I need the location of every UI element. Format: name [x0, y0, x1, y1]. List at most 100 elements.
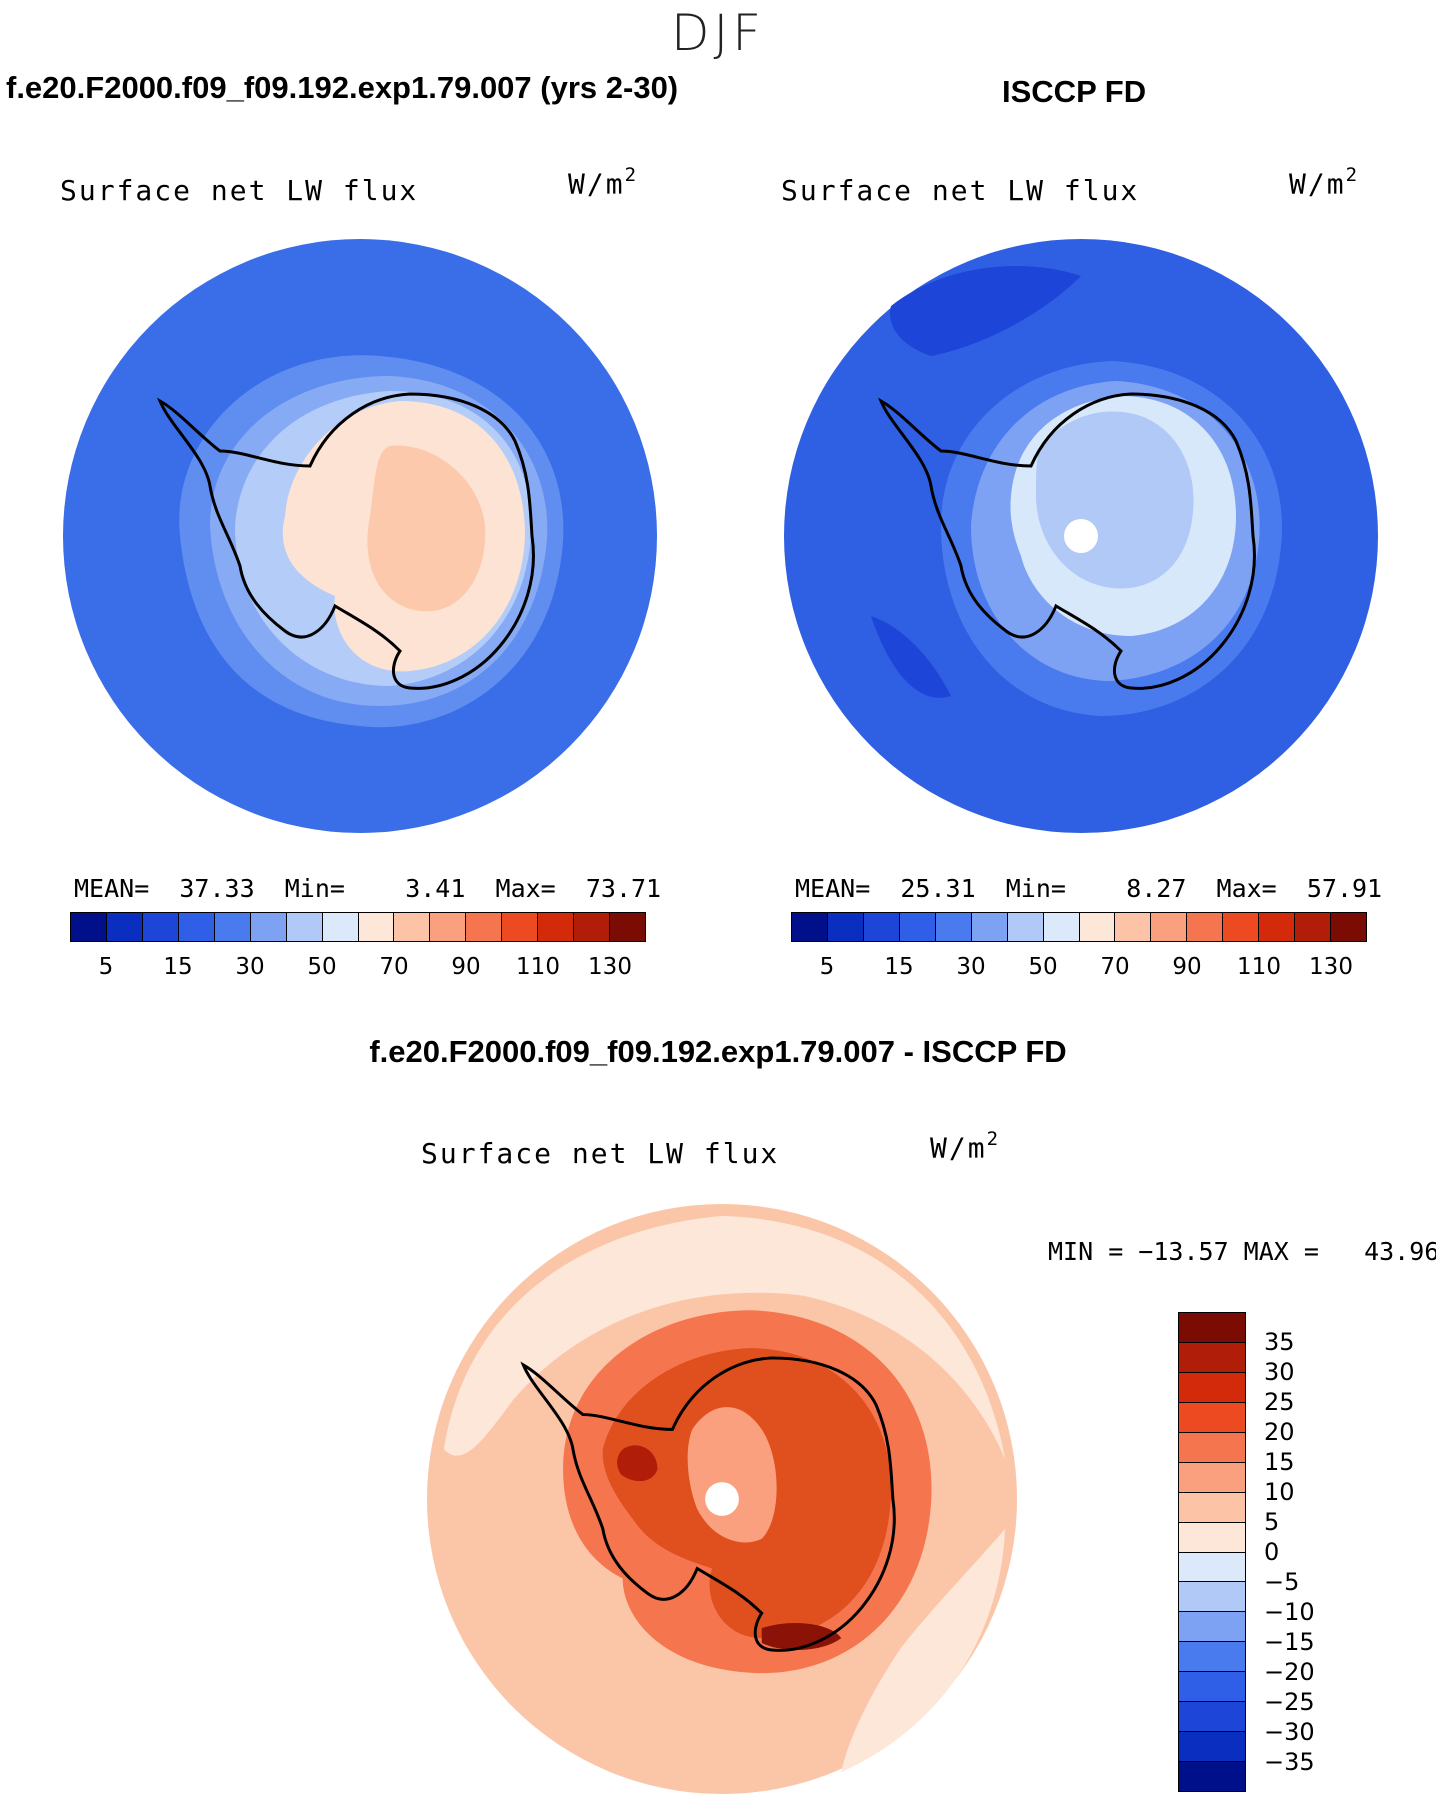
model-panel-title: f.e20.F2000.f09_f09.192.exp1.79.007 (yrs… — [6, 70, 679, 105]
diff-pale-edge — [443, 1215, 1006, 1460]
diff-colorbar-tick-label: −15 — [1264, 1628, 1315, 1656]
model-min-value: 3.41 — [405, 874, 466, 903]
model-colorbar-swatch — [502, 913, 539, 941]
obs-colorbar-swatch — [935, 913, 972, 941]
diff-dark-blob-2 — [761, 1622, 842, 1650]
model-colorbar-swatch — [538, 913, 575, 941]
obs-colorbar-swatch — [1151, 913, 1188, 941]
diff-colorbar-swatch — [1179, 1492, 1245, 1523]
diff-colorbar-tick-label: −10 — [1264, 1598, 1315, 1626]
model-colorbar-swatch — [574, 913, 611, 941]
obs-coastline — [878, 392, 1256, 690]
obs-colorbar-tick-label: 30 — [956, 954, 986, 980]
diff-polar-map — [426, 1203, 1018, 1795]
diff-colorbar-swatch — [1179, 1313, 1245, 1343]
diff-colorbar-tick-label: 20 — [1264, 1418, 1295, 1446]
model-colorbar-tick-label: 50 — [307, 954, 337, 980]
obs-colorbar-swatch — [792, 913, 828, 941]
diff-colorbar-tick-label: −35 — [1264, 1748, 1315, 1776]
model-colorbar-tick-label: 130 — [588, 954, 632, 980]
diff-colorbar-swatch — [1179, 1582, 1245, 1613]
obs-colorbar-tick-label: 110 — [1237, 954, 1281, 980]
obs-colorbar-swatch — [899, 913, 936, 941]
obs-colorbar-swatch — [1079, 913, 1116, 941]
diff-colorbar-tick-label: 30 — [1264, 1358, 1295, 1386]
obs-dark-patch-1 — [890, 266, 1081, 356]
obs-colorbar-swatch — [1295, 913, 1332, 941]
diff-colorbar-tick-label: 35 — [1264, 1328, 1295, 1356]
obs-colorbar-swatch — [1331, 913, 1366, 941]
model-max-value: 73.71 — [585, 874, 662, 903]
model-colorbar-tick-label: 5 — [98, 954, 114, 980]
diff-colorbar-swatch — [1179, 1432, 1245, 1463]
model-stats-line: MEAN= 37.33 Min= 3.41 Max= 73.71 — [74, 874, 661, 903]
model-colorbar-swatch — [358, 913, 395, 941]
obs-mean-label: MEAN= — [795, 874, 871, 903]
diff-colorbar-swatch — [1179, 1522, 1245, 1553]
diff-variable-label: Surface net LW flux — [421, 1137, 780, 1170]
obs-min-label: Min= — [1005, 874, 1066, 903]
obs-pole-hole — [1064, 519, 1098, 553]
model-plateau-core — [367, 445, 486, 612]
obs-polar-map — [784, 239, 1378, 833]
obs-colorbar-swatch — [1043, 913, 1080, 941]
diff-colorbar-tick-label: 25 — [1264, 1388, 1295, 1416]
model-colorbar-tick-label: 70 — [379, 954, 409, 980]
diff-dark-blob-1 — [617, 1445, 658, 1482]
obs-colorbar-tick-label: 50 — [1028, 954, 1058, 980]
model-colorbar-swatch — [214, 913, 251, 941]
obs-colorbar-swatch — [827, 913, 864, 941]
diff-colorbar-swatch — [1179, 1702, 1245, 1733]
model-colorbar-swatch — [178, 913, 215, 941]
obs-max-value: 57.91 — [1306, 874, 1383, 903]
obs-colorbar-swatch — [971, 913, 1008, 941]
season-title: DJF — [670, 4, 765, 62]
obs-colorbar — [791, 912, 1367, 942]
model-mean-label: MEAN= — [74, 874, 150, 903]
diff-pale-edge-2 — [841, 1528, 1006, 1773]
diff-units-label: W/m2 — [930, 1128, 1000, 1165]
model-units-exponent: 2 — [624, 164, 639, 186]
diff-pole-hole — [705, 1482, 739, 1516]
diff-colorbar-swatch — [1179, 1762, 1245, 1791]
diff-panel-title: f.e20.F2000.f09_f09.192.exp1.79.007 - IS… — [369, 1034, 1067, 1069]
diff-colorbar-swatch — [1179, 1342, 1245, 1373]
model-colorbar-tick-label: 90 — [451, 954, 481, 980]
diff-colorbar-swatch — [1179, 1462, 1245, 1493]
obs-stats-line: MEAN= 25.31 Min= 8.27 Max= 57.91 — [795, 874, 1382, 903]
diff-stats-line: MIN = −13.57 MAX = 43.96 — [1048, 1237, 1436, 1266]
model-mean-value: 37.33 — [179, 874, 255, 903]
diff-colorbar-tick-label: −20 — [1264, 1658, 1315, 1686]
obs-colorbar-swatch — [1259, 913, 1296, 941]
diff-colorbar-swatch — [1179, 1732, 1245, 1763]
diff-colorbar-tick-label: 15 — [1264, 1448, 1295, 1476]
obs-colorbar-swatch — [1007, 913, 1044, 941]
model-colorbar-tick-label: 15 — [163, 954, 193, 980]
obs-colorbar-tick-label: 130 — [1309, 954, 1353, 980]
obs-colorbar-swatch — [863, 913, 900, 941]
obs-units-label: W/m2 — [1289, 164, 1360, 201]
diff-colorbar-swatch — [1179, 1552, 1245, 1583]
diff-colorbar-tick-label: 0 — [1264, 1538, 1280, 1566]
obs-variable-label: Surface net LW flux — [781, 174, 1140, 207]
diff-colorbar-swatch — [1179, 1402, 1245, 1433]
diff-colorbar — [1178, 1312, 1246, 1792]
diff-colorbar-swatch — [1179, 1672, 1245, 1703]
diff-colorbar-swatch — [1179, 1372, 1245, 1403]
obs-units-text: W/m — [1289, 167, 1346, 201]
model-colorbar-swatch — [71, 913, 107, 941]
model-colorbar-swatch — [142, 913, 179, 941]
model-colorbar-swatch — [466, 913, 503, 941]
diff-colorbar-swatch — [1179, 1612, 1245, 1643]
diff-units-text: W/m — [930, 1131, 987, 1165]
model-units-label: W/m2 — [568, 164, 639, 200]
obs-min-value: 8.27 — [1126, 874, 1187, 903]
diff-colorbar-tick-label: 10 — [1264, 1478, 1295, 1506]
obs-units-exponent: 2 — [1345, 164, 1360, 186]
diff-colorbar-tick-label: −30 — [1264, 1718, 1315, 1746]
model-polar-map — [63, 239, 657, 833]
model-coastline — [157, 392, 535, 690]
model-colorbar-swatch — [610, 913, 645, 941]
diff-coastline — [520, 1356, 896, 1652]
model-colorbar-tick-label: 30 — [235, 954, 265, 980]
